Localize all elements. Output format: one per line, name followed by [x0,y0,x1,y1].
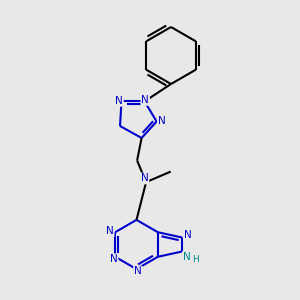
Text: N: N [141,95,149,105]
Text: N: N [115,96,123,106]
Text: N: N [106,226,114,236]
Text: N: N [183,252,191,262]
Text: N: N [110,254,118,264]
Text: N: N [134,266,142,277]
Text: N: N [184,230,192,240]
Text: H: H [192,255,198,264]
Text: N: N [141,173,148,184]
Text: N: N [158,116,166,127]
